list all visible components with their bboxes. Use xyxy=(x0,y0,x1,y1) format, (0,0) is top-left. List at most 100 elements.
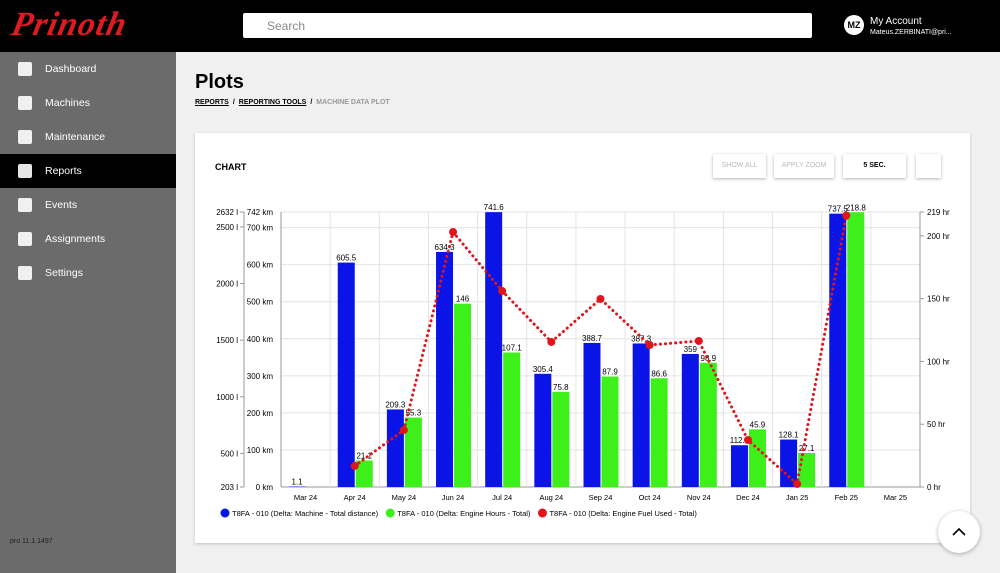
page-title: Plots xyxy=(195,71,244,93)
search-box[interactable]: Search xyxy=(243,13,812,38)
data-label: 634.3 xyxy=(435,243,456,252)
bar xyxy=(552,391,570,487)
nav-item[interactable]: Dashboard xyxy=(0,52,176,86)
data-label: 112.7 xyxy=(730,436,750,445)
data-label: 75.8 xyxy=(553,383,569,392)
nav-label: Assignments xyxy=(45,233,106,245)
data-label: 21.1 xyxy=(356,452,372,461)
point xyxy=(596,294,605,303)
y3-tick-label: 2000 l xyxy=(216,280,238,289)
data-label: 98.9 xyxy=(701,354,717,363)
breadcrumb: REPORTS / REPORTING TOOLS / MACHINE DATA PLO… xyxy=(195,99,390,106)
nav-icon xyxy=(18,232,32,246)
nav-item[interactable]: Maintenance xyxy=(0,120,176,154)
bar xyxy=(798,452,816,487)
y3-tick-label: 1000 l xyxy=(216,393,238,402)
bar xyxy=(601,376,619,487)
data-label: 305.4 xyxy=(533,365,554,374)
point xyxy=(645,341,654,350)
legend-label: T8FA - 010 (Delta: Engine Fuel Used - To… xyxy=(549,509,697,518)
bar xyxy=(503,352,521,487)
point xyxy=(743,436,752,445)
x-tick-label: Jun 24 xyxy=(442,493,465,502)
bar xyxy=(730,445,748,487)
nav-item[interactable]: Assignments xyxy=(0,222,176,256)
data-label: 107.1 xyxy=(502,344,523,353)
nav-label: Reports xyxy=(45,165,82,177)
point xyxy=(399,426,408,435)
nav-item[interactable]: Settings xyxy=(0,256,176,290)
data-label: 128.1 xyxy=(779,431,800,440)
y-tick-label: 300 km xyxy=(247,372,274,381)
y3-tick-label: 1500 l xyxy=(216,336,238,345)
nav-item[interactable]: Machines xyxy=(0,86,176,120)
account-title[interactable]: My Account xyxy=(870,16,922,27)
data-label: 87.9 xyxy=(602,368,618,377)
data-label: 209.3 xyxy=(385,400,406,409)
export-button[interactable] xyxy=(916,154,941,178)
breadcrumb-item[interactable]: REPORTS xyxy=(195,99,229,106)
legend-label: T8FA - 010 (Delta: Engine Hours - Total) xyxy=(397,509,531,518)
data-label: 359 xyxy=(684,345,698,354)
nav-icon xyxy=(18,164,32,178)
legend-marker xyxy=(537,508,547,518)
y2-tick-label: 100 hr xyxy=(927,357,950,366)
nav-icon xyxy=(18,198,32,212)
y3-tick-label: 500 l xyxy=(221,449,239,458)
avatar[interactable]: MZ xyxy=(844,15,864,35)
point xyxy=(842,211,851,220)
data-label: 27.1 xyxy=(799,444,815,453)
breadcrumb-item[interactable]: REPORTING TOOLS xyxy=(238,99,307,106)
nav-label: Maintenance xyxy=(45,131,106,143)
y-tick-label: 700 km xyxy=(247,224,274,233)
toolbar-button[interactable]: 5 SEC. xyxy=(843,154,906,178)
data-label: 45.9 xyxy=(750,420,766,429)
x-tick-label: Oct 24 xyxy=(639,493,661,502)
scroll-up-button[interactable] xyxy=(938,511,980,553)
nav-icon xyxy=(18,62,32,76)
data-label: 218.8 xyxy=(846,203,867,212)
bar xyxy=(454,303,472,487)
x-tick-label: Dec 24 xyxy=(736,493,760,502)
legend-marker xyxy=(220,508,230,518)
bar xyxy=(485,212,503,487)
nav-label: Dashboard xyxy=(45,63,97,75)
x-tick-label: Mar 25 xyxy=(884,493,907,502)
data-label: 737.5 xyxy=(828,205,849,214)
legend-label: T8FA - 010 (Delta: Machine - Total dista… xyxy=(232,509,379,518)
bar xyxy=(404,417,422,487)
bar xyxy=(699,362,717,487)
x-tick-label: Apr 24 xyxy=(344,493,366,502)
legend-marker xyxy=(385,508,395,518)
bar xyxy=(355,460,373,487)
nav-item[interactable]: Reports xyxy=(0,154,176,188)
bar xyxy=(632,343,650,487)
data-label: 388.7 xyxy=(582,334,603,343)
nav-item[interactable]: Events xyxy=(0,188,176,222)
nav-label: Settings xyxy=(45,267,83,279)
breadcrumb-item: MACHINE DATA PLOT xyxy=(316,99,390,106)
data-label: 86.6 xyxy=(651,369,667,378)
nav-label: Events xyxy=(45,199,78,211)
data-label: 741.6 xyxy=(484,203,505,212)
point xyxy=(350,461,359,470)
bar xyxy=(534,373,552,487)
x-tick-label: Sep 24 xyxy=(589,493,613,502)
y-tick-label: 742 km xyxy=(247,208,274,217)
sidebar: Dashboard Machines Maintenance Reports Event… xyxy=(0,52,176,573)
bar xyxy=(386,409,404,487)
y3-tick-label: 2500 l xyxy=(216,223,238,232)
account-email: Mateus.ZERBINATI@pri... xyxy=(870,29,952,36)
toolbar-button[interactable]: APPLY ZOOM xyxy=(774,154,834,178)
x-tick-label: Mar 24 xyxy=(294,493,317,502)
toolbar-button[interactable]: SHOW ALL xyxy=(713,154,766,178)
x-tick-label: Feb 25 xyxy=(835,493,858,502)
y3-tick-label: 203 l xyxy=(221,483,239,492)
bar xyxy=(337,262,355,487)
point xyxy=(793,479,802,488)
card-title: CHART xyxy=(215,162,247,172)
y2-tick-label: 0 hr xyxy=(927,483,941,492)
point xyxy=(694,336,703,345)
y2-tick-label: 200 hr xyxy=(927,232,950,241)
